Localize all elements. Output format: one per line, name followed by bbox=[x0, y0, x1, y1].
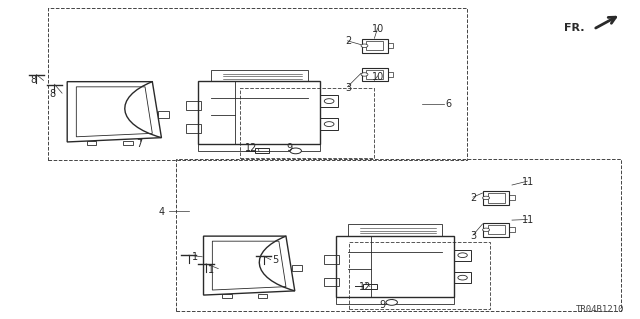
Bar bbox=[198, 144, 320, 151]
Bar bbox=[320, 95, 339, 107]
Text: 6: 6 bbox=[445, 99, 451, 109]
Bar bbox=[488, 225, 504, 234]
Bar bbox=[258, 294, 267, 299]
Circle shape bbox=[324, 122, 334, 127]
Circle shape bbox=[458, 275, 467, 280]
Bar bbox=[198, 81, 320, 144]
Bar bbox=[366, 41, 383, 50]
Text: 11: 11 bbox=[522, 215, 534, 225]
Bar bbox=[324, 278, 339, 286]
Text: FR.: FR. bbox=[564, 23, 585, 33]
Text: 5: 5 bbox=[272, 255, 278, 265]
Text: 10: 10 bbox=[371, 24, 384, 34]
Bar bbox=[320, 118, 339, 130]
Bar bbox=[292, 265, 303, 271]
Bar bbox=[48, 8, 467, 160]
Text: 8: 8 bbox=[49, 89, 56, 99]
Bar bbox=[483, 223, 509, 237]
Text: 1: 1 bbox=[208, 264, 214, 275]
Circle shape bbox=[483, 196, 490, 200]
Text: 9: 9 bbox=[287, 143, 293, 153]
Bar bbox=[324, 255, 339, 263]
Text: 2: 2 bbox=[346, 36, 352, 47]
Text: 4: 4 bbox=[159, 207, 165, 217]
Bar bbox=[159, 111, 170, 117]
Text: 11: 11 bbox=[522, 177, 534, 187]
Text: 3: 3 bbox=[346, 83, 352, 93]
Text: 10: 10 bbox=[371, 71, 384, 82]
Bar bbox=[454, 249, 472, 261]
Bar bbox=[336, 235, 454, 297]
Circle shape bbox=[324, 99, 334, 104]
Text: 8: 8 bbox=[31, 75, 37, 85]
Bar bbox=[483, 191, 509, 205]
Bar bbox=[336, 297, 454, 304]
Bar bbox=[362, 39, 388, 53]
Bar bbox=[362, 68, 388, 81]
Bar bbox=[255, 148, 269, 153]
Bar bbox=[366, 70, 383, 79]
Bar bbox=[454, 272, 472, 283]
Bar bbox=[388, 72, 393, 77]
Bar bbox=[86, 141, 97, 145]
Bar bbox=[186, 101, 202, 110]
Bar bbox=[176, 160, 621, 311]
Bar bbox=[240, 88, 374, 158]
Bar bbox=[363, 284, 377, 289]
Text: 12: 12 bbox=[358, 282, 371, 292]
Text: 7: 7 bbox=[136, 138, 143, 149]
Text: TR04B1210: TR04B1210 bbox=[575, 305, 624, 314]
Bar bbox=[348, 224, 442, 235]
Bar bbox=[509, 227, 515, 232]
Bar bbox=[488, 193, 504, 203]
Text: 2: 2 bbox=[470, 193, 477, 203]
Bar bbox=[123, 141, 133, 145]
Circle shape bbox=[290, 148, 301, 154]
Text: 1: 1 bbox=[192, 252, 198, 262]
Circle shape bbox=[361, 73, 368, 76]
Bar bbox=[509, 195, 515, 201]
Circle shape bbox=[386, 300, 397, 305]
Bar bbox=[349, 242, 490, 309]
Circle shape bbox=[361, 44, 368, 48]
Bar bbox=[222, 294, 232, 299]
Text: 3: 3 bbox=[470, 231, 477, 241]
Text: 12: 12 bbox=[245, 143, 258, 153]
Bar bbox=[186, 124, 202, 133]
Bar bbox=[388, 43, 393, 48]
Bar bbox=[211, 70, 308, 81]
Circle shape bbox=[458, 253, 467, 257]
Text: 9: 9 bbox=[380, 300, 386, 310]
Circle shape bbox=[483, 228, 490, 232]
